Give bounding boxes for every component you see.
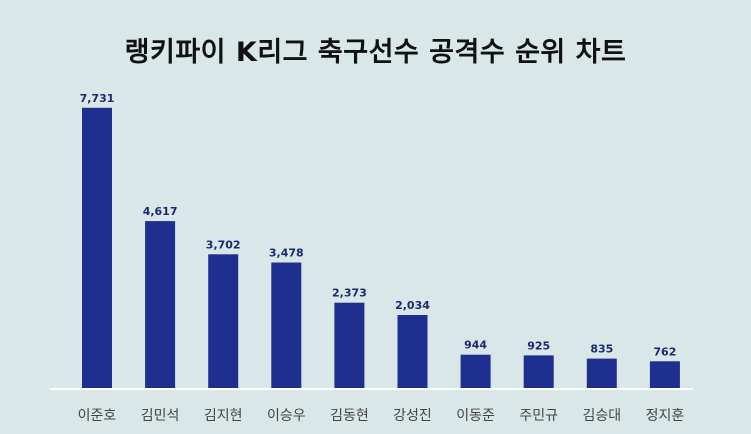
value-labels: 7,731 4,617 3,702 3,478 2,373 2,034 944 925 835 7…	[80, 92, 677, 358]
bar-6	[397, 315, 428, 389]
bar-8	[523, 355, 554, 389]
chart-title: 랭키파이 K리그 축구선수 공격수 순위 차트	[124, 37, 627, 68]
bar-10	[649, 361, 680, 389]
bar-5	[334, 302, 365, 389]
category-label-2: 김민석	[141, 408, 180, 424]
category-label-3: 김지현	[204, 408, 243, 424]
value-label-6: 2,034	[395, 299, 430, 312]
category-label-5: 김동현	[330, 408, 369, 424]
category-label-4: 이승우	[267, 408, 306, 424]
bar-2	[145, 221, 176, 389]
category-labels: 이준호 김민석 김지현 이승우 김동현 강성진 이동준 주민규 김승대 정지훈	[78, 408, 685, 424]
bar-7	[460, 354, 491, 389]
value-label-1: 7,731	[80, 92, 115, 105]
value-label-2: 4,617	[143, 205, 178, 218]
category-label-6: 강성진	[393, 408, 432, 424]
category-label-7: 이동준	[456, 408, 495, 424]
category-label-9: 김승대	[582, 408, 621, 424]
bar-4	[271, 262, 302, 389]
value-label-7: 944	[464, 339, 487, 352]
value-label-10: 762	[653, 345, 676, 358]
value-label-9: 835	[590, 343, 613, 356]
bars-layer	[82, 107, 680, 390]
bar-3	[208, 254, 239, 389]
value-label-8: 925	[527, 339, 550, 352]
category-label-1: 이준호	[78, 408, 117, 424]
bar-9	[586, 358, 617, 389]
category-label-10: 정지훈	[646, 408, 685, 424]
bar-1	[82, 107, 112, 390]
category-label-8: 주민규	[519, 408, 558, 424]
value-label-5: 2,373	[332, 287, 367, 300]
value-label-3: 3,702	[206, 238, 241, 251]
value-label-4: 3,478	[269, 247, 304, 260]
